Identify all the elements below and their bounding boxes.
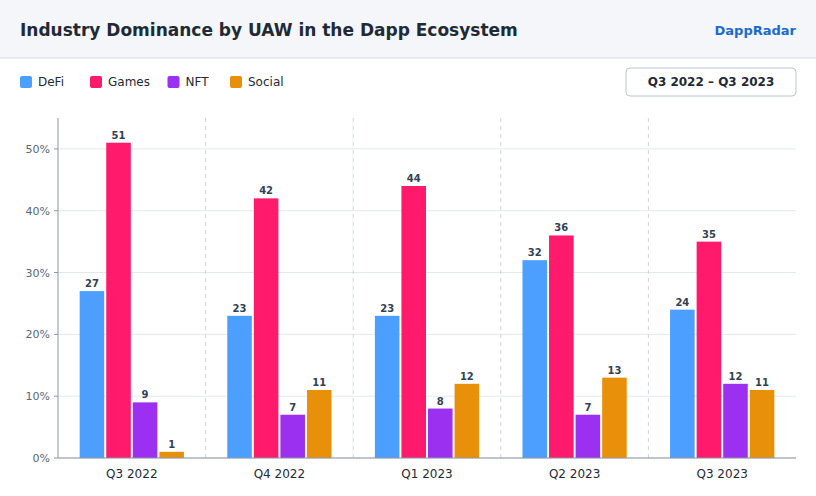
data-label: 36 <box>554 222 568 233</box>
data-labels: 27232332245142443635978712111121311 <box>85 130 769 450</box>
bar <box>227 316 252 458</box>
bar <box>428 409 453 458</box>
category-label: Q4 2022 <box>254 467 305 481</box>
bar <box>307 390 332 458</box>
title: Industry Dominance by UAW in the Dapp Ec… <box>20 20 518 40</box>
x-axis-line <box>58 458 796 459</box>
tick-mark <box>54 210 58 211</box>
data-label: 7 <box>584 402 591 413</box>
data-label: 12 <box>729 371 743 382</box>
group-separator <box>500 118 501 458</box>
data-label: 12 <box>460 371 474 382</box>
data-label: 11 <box>312 377 326 388</box>
bar <box>106 143 131 458</box>
bar <box>455 384 480 458</box>
data-label: 51 <box>112 130 126 141</box>
grid-line <box>58 210 796 211</box>
category-label: Q1 2023 <box>401 467 452 481</box>
tick-label: 0% <box>33 452 50 465</box>
y-axis-line <box>58 118 59 458</box>
chart: Industry Dominance by UAW in the Dapp Ec… <box>0 0 816 496</box>
category-label: Q3 2023 <box>696 467 747 481</box>
date-range-label: Q3 2022 – Q3 2023 <box>648 75 775 89</box>
data-label: 44 <box>407 173 421 184</box>
bar <box>133 402 158 458</box>
bar <box>159 452 184 458</box>
bar <box>522 260 547 458</box>
tick-label: 30% <box>26 267 50 280</box>
data-label: 7 <box>289 402 296 413</box>
group-separator <box>353 118 354 458</box>
legend: DeFi Games NFT Social <box>20 75 284 89</box>
tick-mark <box>54 272 58 273</box>
bar <box>280 415 305 458</box>
date-range-box <box>626 68 796 96</box>
legend-label: NFT <box>186 75 210 89</box>
tick-label: 10% <box>26 390 50 403</box>
legend-swatch <box>168 76 180 88</box>
legend-label: Social <box>248 75 284 89</box>
brand-label: DappRadar <box>715 23 797 38</box>
data-label: 11 <box>755 377 769 388</box>
data-label: 23 <box>233 303 247 314</box>
data-label: 24 <box>675 297 689 308</box>
legend-label: DeFi <box>38 75 64 89</box>
data-label: 1 <box>168 439 175 450</box>
group-separator <box>648 118 649 458</box>
legend-swatch <box>230 76 242 88</box>
data-label: 42 <box>259 185 273 196</box>
group-separator <box>205 118 206 458</box>
bar <box>602 378 627 458</box>
grid-line <box>58 458 796 459</box>
header-separator <box>0 58 816 59</box>
grid-line <box>58 148 796 149</box>
bar <box>375 316 400 458</box>
data-label: 13 <box>607 365 621 376</box>
bar <box>549 235 574 458</box>
bars <box>80 143 775 458</box>
category-label: Q3 2022 <box>106 467 157 481</box>
bar <box>80 291 105 458</box>
data-label: 32 <box>528 247 542 258</box>
tick-label: 40% <box>26 205 50 218</box>
bar <box>697 242 722 458</box>
bar <box>401 186 426 458</box>
data-label: 8 <box>437 396 444 407</box>
header-band <box>0 0 816 58</box>
bar <box>670 310 695 458</box>
bar <box>723 384 748 458</box>
grid-line <box>58 272 796 273</box>
data-label: 27 <box>85 278 99 289</box>
tick-mark <box>54 148 58 149</box>
legend-swatch <box>20 76 32 88</box>
data-label: 23 <box>380 303 394 314</box>
tick-label: 20% <box>26 328 50 341</box>
tick-label: 50% <box>26 143 50 156</box>
legend-swatch <box>90 76 102 88</box>
tick-mark <box>54 396 58 397</box>
bar <box>750 390 775 458</box>
data-label: 35 <box>702 229 716 240</box>
y-axis: 0% 10% 20% 30% 40% 50% <box>26 143 796 465</box>
tick-mark <box>54 458 58 459</box>
bar <box>576 415 601 458</box>
bar <box>254 198 279 458</box>
legend-label: Games <box>108 75 150 89</box>
data-label: 9 <box>142 389 149 400</box>
tick-mark <box>54 334 58 335</box>
category-label: Q2 2023 <box>549 467 600 481</box>
